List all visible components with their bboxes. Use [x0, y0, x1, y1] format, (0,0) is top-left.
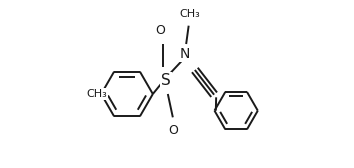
- Text: O: O: [155, 24, 165, 37]
- Text: N: N: [179, 47, 190, 61]
- Text: O: O: [169, 124, 179, 137]
- Text: S: S: [161, 73, 171, 88]
- Text: CH₃: CH₃: [179, 9, 200, 19]
- Text: CH₃: CH₃: [87, 89, 107, 99]
